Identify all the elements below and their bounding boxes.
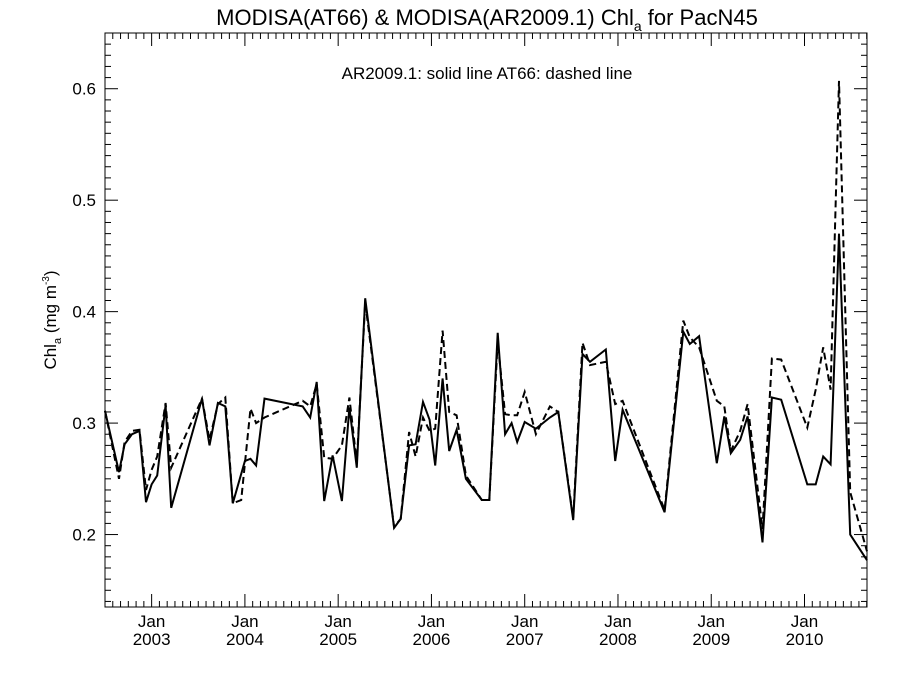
x-tick-month-label: Jan — [604, 612, 631, 631]
plot-frame — [104, 32, 868, 608]
series-line-ar2009-1 — [104, 233, 868, 561]
chart-title: MODISA(AT66) & MODISA(AR2009.1) Chla for… — [216, 5, 758, 34]
x-tick-month-label: Jan — [791, 612, 818, 631]
y-tick-label: 0.2 — [72, 526, 96, 545]
series-layer — [104, 80, 868, 561]
y-tick-label: 0.6 — [72, 80, 96, 99]
series-line-at66 — [104, 80, 868, 552]
x-tick-year-label: 2008 — [599, 630, 637, 649]
y-tick-label: 0.4 — [72, 303, 96, 322]
ylabel-close: ) — [41, 270, 60, 276]
x-tick-month-label: Jan — [231, 612, 258, 631]
title-main: MODISA(AT66) & MODISA(AR2009.1) Chl — [216, 5, 634, 30]
axis-tick-labels: 0.20.30.40.50.6Jan2003Jan2004Jan2005Jan2… — [72, 80, 823, 649]
x-tick-month-label: Jan — [324, 612, 351, 631]
x-tick-year-label: 2007 — [506, 630, 544, 649]
x-tick-year-label: 2004 — [226, 630, 264, 649]
title-suffix: for PacN45 — [642, 5, 758, 30]
axis-ticks — [104, 32, 868, 607]
x-tick-year-label: 2006 — [413, 630, 451, 649]
x-tick-month-label: Jan — [138, 612, 165, 631]
x-tick-year-label: 2010 — [786, 630, 824, 649]
ylabel-subscript: a — [52, 337, 64, 344]
x-tick-year-label: 2005 — [319, 630, 357, 649]
x-tick-month-label: Jan — [418, 612, 445, 631]
x-tick-year-label: 2003 — [133, 630, 171, 649]
legend-annotation: AR2009.1: solid line AT66: dashed line — [342, 64, 633, 83]
ylabel-unit: (mg m — [41, 285, 60, 338]
x-tick-year-label: 2009 — [692, 630, 730, 649]
x-tick-month-label: Jan — [698, 612, 725, 631]
y-axis-label: Chla (mg m-3) — [41, 270, 64, 369]
title-subscript: a — [634, 18, 642, 34]
ylabel-superscript: -3 — [41, 276, 52, 285]
x-tick-month-label: Jan — [511, 612, 538, 631]
ylabel-main: Chl — [41, 344, 60, 370]
y-tick-label: 0.5 — [72, 191, 96, 210]
y-tick-label: 0.3 — [72, 414, 96, 433]
